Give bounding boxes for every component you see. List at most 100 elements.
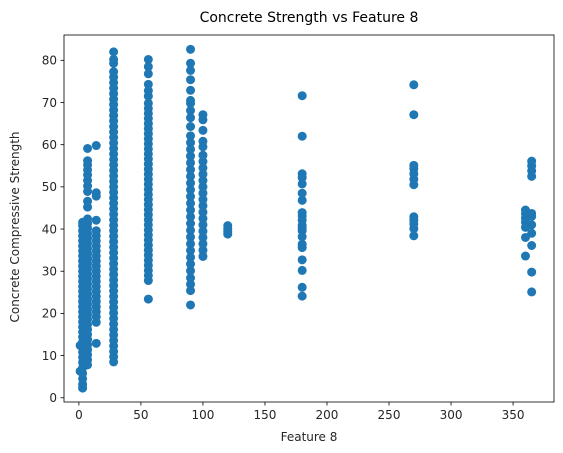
data-point	[520, 251, 530, 261]
data-point	[527, 228, 537, 238]
y-tick-label: 0	[49, 391, 57, 405]
data-point	[223, 221, 233, 231]
data-point	[198, 226, 208, 236]
data-point	[186, 279, 196, 289]
data-point	[91, 188, 101, 198]
x-tick-label: 150	[254, 408, 277, 422]
data-point	[186, 131, 196, 141]
data-point	[198, 232, 208, 242]
data-point	[198, 214, 208, 223]
data-point	[527, 208, 537, 218]
data-point	[186, 75, 196, 85]
data-point	[198, 157, 208, 167]
data-point	[297, 208, 307, 218]
data-point	[409, 160, 419, 170]
data-point	[186, 219, 196, 229]
data-point	[297, 239, 307, 249]
data-point	[198, 150, 208, 160]
x-tick-label: 100	[191, 408, 214, 422]
data-point	[198, 220, 208, 230]
data-point	[527, 241, 537, 250]
x-tick-label: 50	[133, 408, 148, 422]
data-point	[186, 286, 196, 296]
data-point	[83, 196, 93, 206]
data-point	[527, 287, 537, 297]
data-point	[186, 232, 196, 242]
data-point	[186, 85, 196, 95]
data-point	[186, 300, 196, 310]
data-point	[297, 91, 307, 101]
data-point	[186, 144, 196, 154]
data-point	[109, 67, 119, 77]
y-axis: 0 10 20 30 40 50 60 70 80	[42, 54, 64, 405]
data-point	[109, 54, 119, 64]
data-point	[186, 273, 196, 283]
data-point	[83, 214, 93, 224]
x-tick-label: 250	[378, 408, 401, 422]
data-point	[186, 198, 196, 208]
data-point	[198, 239, 208, 249]
data-point	[83, 156, 93, 166]
x-axis-label: Feature 8	[281, 430, 338, 444]
data-point	[186, 151, 196, 161]
data-point	[198, 169, 208, 179]
data-point	[297, 169, 307, 179]
data-point	[186, 58, 196, 68]
data-point	[297, 131, 307, 141]
data-point	[91, 215, 101, 225]
data-point	[186, 225, 196, 235]
data-point	[198, 245, 208, 255]
data-point	[186, 44, 196, 54]
data-point	[91, 141, 101, 151]
data-point	[186, 106, 196, 116]
data-point	[143, 86, 153, 96]
data-point	[198, 110, 208, 120]
data-point	[527, 267, 537, 277]
data-point	[143, 54, 153, 64]
data-point	[409, 110, 419, 120]
data-point	[409, 212, 419, 222]
data-point	[186, 252, 196, 262]
data-point	[198, 207, 208, 217]
data-point	[186, 259, 196, 269]
data-point	[83, 143, 93, 153]
data-point	[297, 179, 307, 189]
data-point	[198, 201, 208, 211]
data-point	[186, 185, 196, 195]
data-point	[527, 220, 537, 230]
data-point	[143, 79, 153, 89]
data-point	[186, 95, 196, 105]
data-point	[198, 182, 208, 192]
x-tick-label: 350	[502, 408, 525, 422]
y-tick-label: 20	[42, 307, 57, 321]
data-point	[297, 265, 307, 275]
plot-frame	[63, 34, 555, 403]
data-point	[186, 113, 196, 123]
data-point	[186, 65, 196, 75]
y-tick-label: 70	[42, 96, 57, 110]
data-point	[409, 231, 419, 241]
data-point	[143, 98, 153, 108]
x-tick-label: 0	[75, 408, 83, 422]
data-point	[409, 80, 419, 90]
data-point	[186, 171, 196, 181]
y-tick-label: 50	[42, 180, 57, 194]
data-point	[198, 136, 208, 146]
data-point	[91, 338, 101, 348]
y-tick-label: 40	[42, 222, 57, 236]
data-point	[186, 246, 196, 256]
data-point	[198, 251, 208, 261]
x-tick-label: 300	[440, 408, 463, 422]
data-point	[91, 226, 101, 236]
data-point	[198, 188, 208, 198]
data-point	[143, 294, 153, 304]
data-point	[297, 195, 307, 205]
y-tick-label: 30	[42, 265, 57, 279]
chart-title: Concrete Strength vs Feature 8	[200, 10, 419, 26]
y-tick-label: 10	[42, 349, 57, 363]
data-point	[297, 255, 307, 265]
data-point	[186, 158, 196, 168]
data-point	[186, 138, 196, 148]
data-point	[186, 212, 196, 222]
